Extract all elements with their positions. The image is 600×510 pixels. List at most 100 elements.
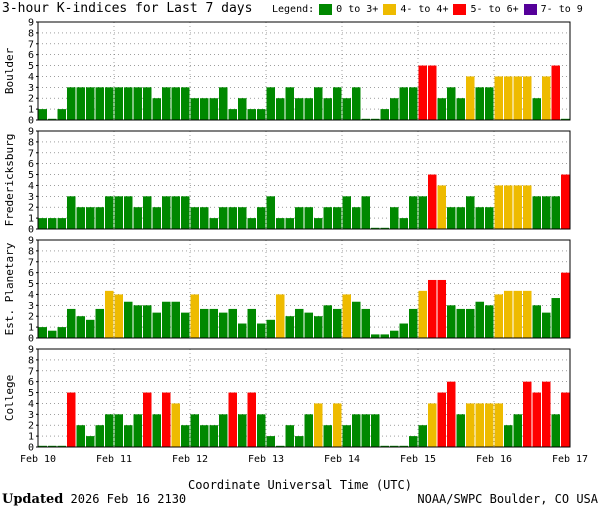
k-bar-fredericksburg bbox=[266, 196, 275, 229]
k-bar-college bbox=[390, 445, 399, 447]
k-bar-college bbox=[114, 414, 123, 447]
k-bar-est-planetary bbox=[494, 294, 503, 338]
k-bar-fredericksburg bbox=[361, 196, 370, 229]
station-name-est-planetary: Est. Planetary bbox=[3, 242, 16, 335]
k-bar-fredericksburg bbox=[190, 207, 199, 229]
k-bar-fredericksburg bbox=[304, 207, 313, 229]
k-bar-fredericksburg bbox=[504, 185, 513, 229]
k-bar-boulder bbox=[352, 87, 361, 120]
k-bar-est-planetary bbox=[390, 330, 399, 338]
k-bar-boulder bbox=[304, 98, 313, 120]
k-bar-fredericksburg bbox=[323, 207, 332, 229]
k-bar-est-planetary bbox=[133, 305, 142, 338]
k-bar-est-planetary bbox=[456, 308, 465, 338]
k-bar-est-planetary bbox=[105, 290, 114, 338]
k-bar-college bbox=[209, 425, 218, 447]
k-bar-est-planetary bbox=[333, 308, 342, 338]
y-tick-label: 0 bbox=[28, 116, 34, 127]
k-bar-college bbox=[76, 425, 85, 447]
k-bar-college bbox=[181, 425, 190, 447]
k-bar-boulder bbox=[95, 87, 104, 120]
chart-title: 3-hour K-indices for Last 7 days bbox=[2, 1, 253, 16]
y-tick-label: 9 bbox=[28, 127, 34, 138]
k-bar-est-planetary bbox=[342, 294, 351, 338]
x-tick-label: Feb 10 bbox=[20, 454, 56, 465]
k-bar-fredericksburg bbox=[371, 227, 380, 229]
k-bar-college bbox=[228, 392, 237, 447]
k-bar-college bbox=[428, 403, 437, 447]
k-bar-college bbox=[447, 381, 456, 447]
k-bar-college bbox=[295, 436, 304, 447]
k-bar-fredericksburg bbox=[437, 185, 446, 229]
k-bar-fredericksburg bbox=[95, 207, 104, 229]
k-bar-college bbox=[437, 392, 446, 447]
k-bar-est-planetary bbox=[314, 316, 323, 338]
k-bar-college bbox=[171, 403, 180, 447]
k-bar-fredericksburg bbox=[380, 227, 389, 229]
k-bar-college bbox=[57, 445, 66, 447]
y-tick-label: 5 bbox=[28, 170, 34, 181]
k-bar-fredericksburg bbox=[551, 196, 560, 229]
k-bar-est-planetary bbox=[247, 308, 256, 338]
k-bar-college bbox=[124, 425, 133, 447]
x-tick-label: Feb 12 bbox=[172, 454, 208, 465]
y-tick-label: 9 bbox=[28, 236, 34, 247]
k-bar-fredericksburg bbox=[152, 207, 161, 229]
k-bar-est-planetary bbox=[38, 327, 47, 338]
y-tick-label: 9 bbox=[28, 18, 34, 29]
k-bar-fredericksburg bbox=[76, 207, 85, 229]
y-tick-label: 8 bbox=[28, 137, 34, 148]
k-bar-college bbox=[323, 425, 332, 447]
k-bar-boulder bbox=[238, 98, 247, 120]
k-bar-est-planetary bbox=[171, 301, 180, 338]
k-bar-fredericksburg bbox=[456, 207, 465, 229]
panel-frame bbox=[37, 21, 571, 121]
k-bar-est-planetary bbox=[257, 323, 266, 338]
k-bar-boulder bbox=[190, 98, 199, 120]
k-bar-college bbox=[105, 414, 114, 447]
y-tick-label: 8 bbox=[28, 28, 34, 39]
k-bar-est-planetary bbox=[143, 305, 152, 338]
k-bar-boulder bbox=[295, 98, 304, 120]
k-bar-est-planetary bbox=[323, 305, 332, 338]
k-bar-fredericksburg bbox=[333, 207, 342, 229]
k-bar-est-planetary bbox=[513, 290, 522, 338]
y-tick-label: 1 bbox=[28, 214, 34, 225]
k-bar-est-planetary bbox=[162, 301, 171, 338]
k-bar-boulder bbox=[124, 87, 133, 120]
k-bar-fredericksburg bbox=[57, 218, 66, 229]
y-tick-label: 5 bbox=[28, 388, 34, 399]
x-axis-label: Coordinate Universal Time (UTC) bbox=[188, 478, 412, 492]
k-bar-est-planetary bbox=[523, 290, 532, 338]
k-bar-college bbox=[542, 381, 551, 447]
k-bar-college bbox=[551, 414, 560, 447]
y-tick-label: 0 bbox=[28, 334, 34, 345]
k-bar-fredericksburg bbox=[219, 207, 228, 229]
k-bar-fredericksburg bbox=[171, 196, 180, 229]
k-bar-college bbox=[190, 414, 199, 447]
k-bar-est-planetary bbox=[209, 308, 218, 338]
y-tick-label: 1 bbox=[28, 323, 34, 334]
k-bar-boulder bbox=[380, 109, 389, 120]
k-bar-boulder bbox=[513, 76, 522, 120]
k-bar-boulder bbox=[551, 65, 560, 120]
k-bar-boulder bbox=[542, 76, 551, 120]
x-tick-label: Feb 17 bbox=[552, 454, 588, 465]
k-bar-boulder bbox=[447, 87, 456, 120]
y-tick-label: 4 bbox=[28, 72, 34, 83]
k-bar-boulder bbox=[456, 98, 465, 120]
k-bar-college bbox=[399, 445, 408, 447]
k-bar-college bbox=[48, 445, 57, 447]
y-tick-label: 0 bbox=[28, 443, 34, 454]
k-bar-college bbox=[485, 403, 494, 447]
y-tick-label: 8 bbox=[28, 355, 34, 366]
k-bar-college bbox=[247, 392, 256, 447]
k-bar-fredericksburg bbox=[561, 174, 570, 229]
k-bar-boulder bbox=[152, 98, 161, 120]
legend-text-active: 4- to 4+ bbox=[400, 4, 449, 15]
k-bar-est-planetary bbox=[304, 312, 313, 338]
k-bar-boulder bbox=[532, 98, 541, 120]
k-bar-est-planetary bbox=[228, 308, 237, 338]
panel-frame bbox=[37, 130, 571, 230]
y-tick-label: 2 bbox=[28, 421, 34, 432]
